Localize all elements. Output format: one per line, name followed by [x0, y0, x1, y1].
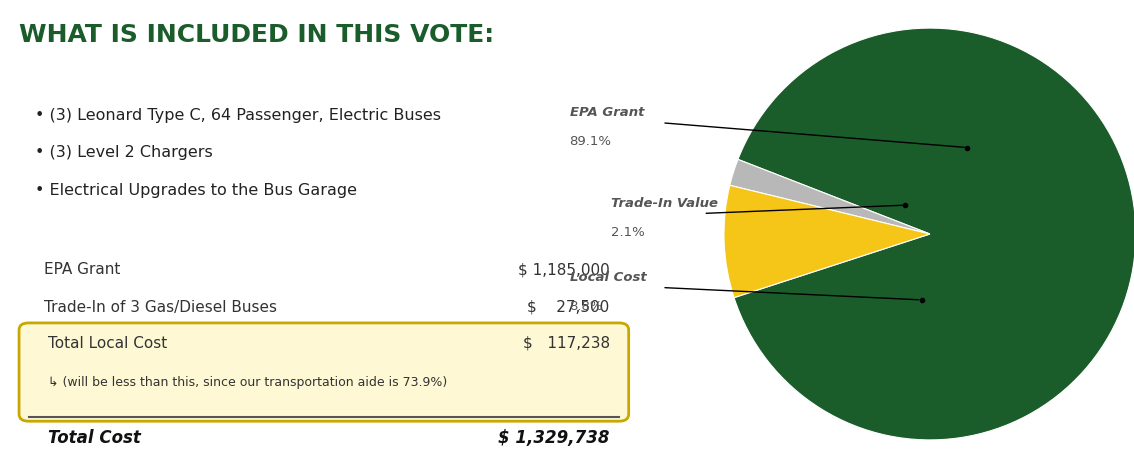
Text: EPA Grant: EPA Grant: [569, 106, 644, 119]
Text: • (3) Level 2 Chargers: • (3) Level 2 Chargers: [35, 145, 213, 160]
Wedge shape: [730, 160, 930, 234]
Wedge shape: [723, 185, 930, 298]
Text: Total Cost: Total Cost: [48, 429, 141, 447]
Text: 2.1%: 2.1%: [611, 226, 644, 239]
Text: $ 1,185,000: $ 1,185,000: [518, 262, 610, 277]
Text: Total Local Cost: Total Local Cost: [48, 336, 167, 351]
Text: EPA Grant: EPA Grant: [44, 262, 121, 277]
Text: Trade-In of 3 Gas/Diesel Buses: Trade-In of 3 Gas/Diesel Buses: [44, 300, 278, 314]
Text: 89.1%: 89.1%: [569, 135, 611, 148]
Text: • Electrical Upgrades to the Bus Garage: • Electrical Upgrades to the Bus Garage: [35, 183, 357, 197]
Text: WHAT IS INCLUDED IN THIS VOTE:: WHAT IS INCLUDED IN THIS VOTE:: [19, 23, 494, 47]
FancyBboxPatch shape: [19, 323, 628, 421]
Wedge shape: [734, 28, 1134, 440]
Text: Trade-In Value: Trade-In Value: [611, 197, 718, 210]
Text: ↳ (will be less than this, since our transportation aide is 73.9%): ↳ (will be less than this, since our tra…: [48, 376, 447, 389]
Text: 8.8%: 8.8%: [569, 300, 603, 313]
Text: Local Cost: Local Cost: [569, 271, 646, 284]
Text: $ 1,329,738: $ 1,329,738: [498, 429, 610, 447]
Text: $   117,238: $ 117,238: [523, 336, 610, 351]
Text: $    27,500: $ 27,500: [527, 300, 610, 314]
Text: • (3) Leonard Type C, 64 Passenger, Electric Buses: • (3) Leonard Type C, 64 Passenger, Elec…: [35, 108, 441, 123]
